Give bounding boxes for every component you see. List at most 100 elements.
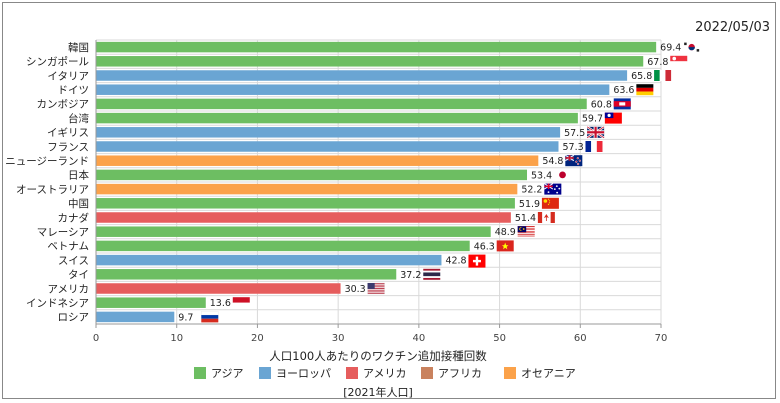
- bar: [96, 70, 628, 81]
- value-label: 63.6: [613, 85, 634, 96]
- legend-item: オセアニア: [504, 367, 576, 380]
- category-label: 日本: [68, 169, 89, 182]
- category-label: インドネシア: [26, 298, 89, 310]
- legend-label: アメリカ: [363, 367, 406, 380]
- italy-flag-icon: [654, 70, 672, 81]
- uk-flag-icon: [586, 125, 605, 139]
- new-zealand-flag-icon: [565, 154, 583, 167]
- legend-item: アジア: [194, 367, 244, 380]
- france-flag-icon: [585, 141, 603, 152]
- legend: アジア ヨーロッパ アメリカ アフリカ オセアニア: [194, 367, 576, 380]
- value-label: 37.2: [400, 270, 421, 281]
- x-tick-label: 40: [412, 333, 425, 344]
- category-label: フランス: [47, 141, 89, 153]
- date-label: 2022/05/03: [695, 20, 770, 35]
- russia-flag-icon: [201, 311, 219, 323]
- legend-swatch: [421, 367, 433, 379]
- category-label: アメリカ: [48, 283, 89, 295]
- value-label: 65.8: [631, 71, 652, 82]
- legend-item: ヨーロッパ: [259, 367, 331, 380]
- value-label: 60.8: [591, 99, 612, 110]
- japan-flag-icon: [554, 169, 572, 181]
- legend-swatch: [259, 367, 271, 379]
- singapore-flag-icon: [670, 55, 688, 67]
- x-tick-label: 50: [493, 333, 506, 344]
- thailand-flag-icon: [423, 268, 441, 280]
- legend-swatch: [194, 367, 206, 379]
- canada-flag-icon: [537, 212, 555, 223]
- value-label: 13.6: [210, 298, 231, 309]
- bar: [96, 297, 206, 308]
- usa-flag-icon: [367, 282, 385, 295]
- vietnam-flag-icon: [496, 240, 514, 252]
- switzerland-flag-icon: [468, 254, 486, 268]
- value-label: 30.3: [345, 284, 366, 295]
- grid-lines: [95, 39, 662, 325]
- legend-label: オセアニア: [521, 367, 576, 380]
- indonesia-flag-icon: [232, 297, 250, 309]
- bar: [96, 283, 341, 294]
- x-tick-label: 60: [574, 333, 587, 344]
- category-label: ロシア: [58, 312, 90, 324]
- chart-frame: [2, 2, 776, 399]
- value-label: 54.8: [542, 156, 563, 167]
- bar: [96, 98, 587, 110]
- bar: [96, 240, 470, 252]
- cambodia-flag-icon: [613, 98, 631, 110]
- category-label: スイス: [58, 255, 89, 267]
- category-label: イタリア: [47, 70, 89, 82]
- value-label: 51.4: [515, 213, 536, 224]
- legend-swatch: [346, 367, 358, 379]
- x-tick-label: 0: [93, 333, 99, 344]
- x-tick-label: 20: [251, 333, 264, 344]
- bar: [96, 311, 175, 323]
- bar: [96, 169, 528, 181]
- category-label: オーストラリア: [16, 184, 89, 196]
- legend-swatch: [504, 367, 516, 379]
- category-label: カンボジア: [37, 99, 90, 111]
- value-label: 57.3: [562, 142, 583, 153]
- bar: [96, 269, 397, 280]
- bar: [96, 141, 559, 152]
- bar-series: 韓国 69.4 シンガポール 67.8 イタリア 65.8 ドイツ 63.6 カンボジア 60.8…: [5, 41, 701, 324]
- x-axis-ticks: 0 10 20 30 40 50 60 70: [93, 324, 668, 344]
- category-label: タイ: [68, 269, 89, 281]
- bar: [96, 226, 491, 237]
- malaysia-flag-icon: [517, 226, 535, 238]
- bar: [96, 198, 515, 209]
- x-tick-label: 10: [170, 333, 183, 344]
- australia-flag-icon: [544, 183, 562, 195]
- bar: [96, 254, 442, 266]
- category-label: イギリス: [47, 127, 89, 139]
- x-tick-label: 30: [332, 333, 345, 344]
- bar: [96, 84, 610, 95]
- category-label: 韓国: [68, 42, 89, 54]
- legend-label: アフリカ: [438, 367, 482, 380]
- bar: [96, 155, 539, 166]
- value-label: 9.7: [178, 312, 193, 323]
- value-label: 59.7: [582, 114, 603, 125]
- china-flag-icon: [541, 197, 559, 209]
- south-korea-flag-icon: [683, 41, 701, 53]
- category-label: ドイツ: [58, 85, 90, 97]
- value-label: 46.3: [474, 241, 495, 252]
- category-label: ベトナム: [47, 241, 89, 253]
- value-label: 51.9: [519, 199, 540, 210]
- bar: [96, 112, 578, 124]
- legend-item: アメリカ: [346, 367, 406, 380]
- value-label: 69.4: [660, 43, 681, 54]
- category-label: ニュージーランド: [5, 156, 89, 168]
- value-label: 67.8: [647, 57, 668, 68]
- value-label: 57.5: [564, 128, 585, 139]
- value-label: 48.9: [495, 227, 516, 238]
- category-label: 中国: [68, 197, 89, 210]
- bar: [96, 56, 644, 67]
- value-label: 53.4: [531, 170, 552, 181]
- category-label: 台湾: [68, 112, 89, 125]
- value-label: 42.8: [445, 256, 466, 267]
- x-tick-label: 70: [655, 333, 668, 344]
- bar: [96, 183, 518, 195]
- category-label: シンガポール: [26, 56, 89, 68]
- category-label: マレーシア: [37, 227, 89, 239]
